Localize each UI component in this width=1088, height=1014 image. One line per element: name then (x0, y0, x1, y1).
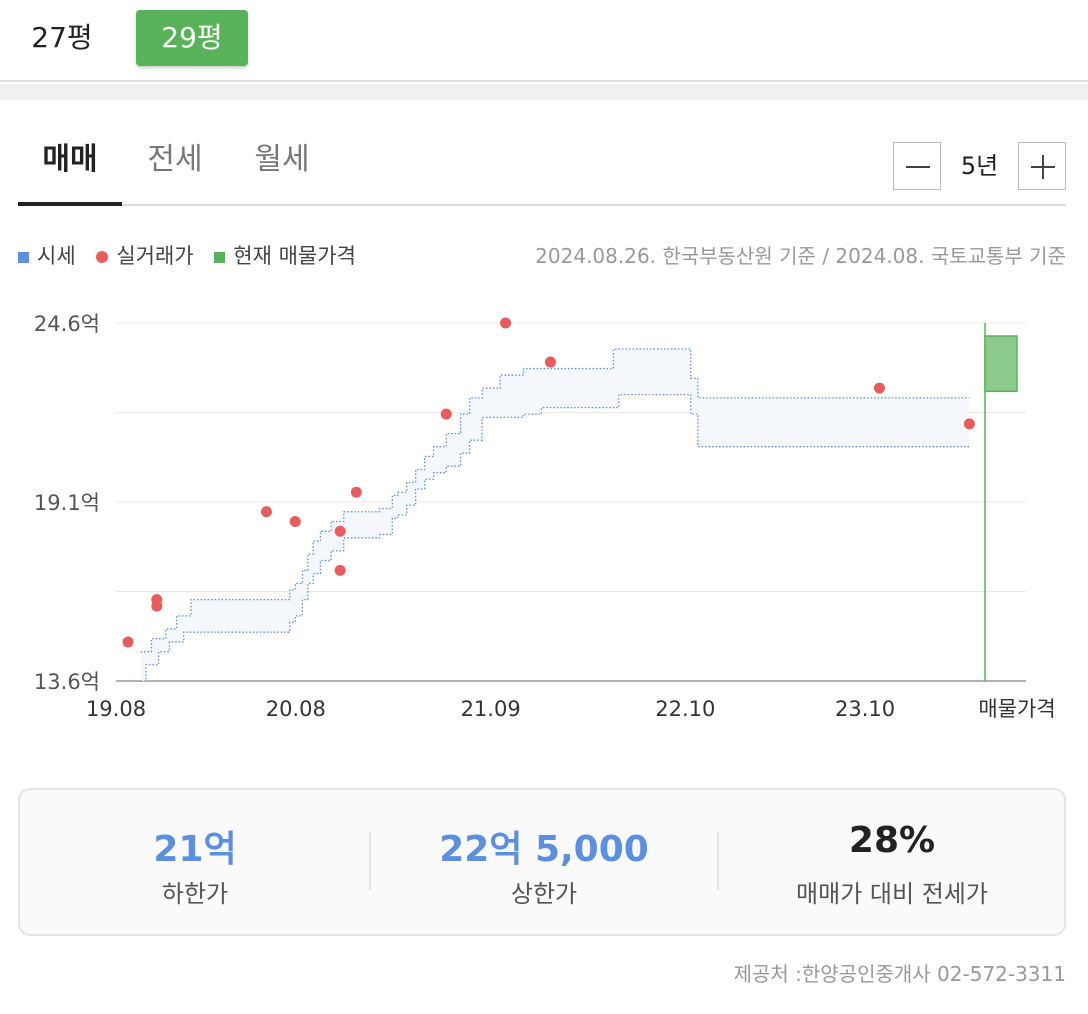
x-tick-label: 21.09 (461, 697, 521, 721)
x-tick-label: 22.10 (655, 697, 715, 721)
legend-market: 시세 (18, 240, 76, 272)
period-label: 5년 (960, 152, 999, 180)
legend-market-label: 시세 (37, 244, 76, 268)
market-lower-line (140, 393, 970, 682)
divider (369, 832, 371, 890)
listing-square-icon (214, 251, 226, 263)
actual-deal-point (260, 506, 272, 518)
actual-deal-point (334, 564, 346, 576)
legend-listing: 현재 매물가격 (214, 240, 356, 272)
actual-deal-point (122, 636, 134, 648)
actual-deal-point (440, 408, 452, 420)
high-price-value: 22억 5,000 (439, 829, 649, 870)
actual-deal-point (350, 486, 362, 498)
x-tick-label: 23.10 (835, 697, 895, 721)
y-tick-label: 19.1억 (34, 491, 100, 515)
summary-low: 21억 하한가 (20, 790, 370, 934)
summary-ratio: 28% 매매가 대비 전세가 (718, 790, 1066, 934)
market-square-icon (18, 251, 29, 263)
market-upper-line (140, 348, 970, 653)
market-band-area (140, 349, 970, 681)
legend-actual: 실거래가 (96, 240, 194, 272)
summary-high: 22억 5,000 상한가 (370, 790, 718, 934)
period-increase-button[interactable] (1018, 142, 1066, 190)
legend-actual-label: 실거래가 (116, 244, 194, 268)
low-price-value: 21억 (153, 829, 237, 870)
deal-type-tabs: 매매 전세 월세 (18, 118, 1066, 206)
tab-sale[interactable]: 매매 (18, 118, 122, 206)
high-price-label: 상한가 (510, 880, 578, 908)
jeonse-ratio-value: 28% (848, 820, 936, 861)
data-source-note: 2024.08.26. 한국부동산원 기준 / 2024.08. 국토교통부 기… (535, 244, 1066, 268)
actual-deal-point (963, 418, 975, 430)
actual-dot-icon (96, 251, 109, 263)
low-price-label: 하한가 (161, 880, 229, 908)
section-divider (0, 84, 1088, 100)
size-selector: 27평 29평 (0, 0, 1088, 82)
price-chart: 24.6억 19.1억 13.6억 19.08 20.08 21.09 22.10 23.10… (34, 312, 1056, 721)
listing-price-bar (984, 335, 1018, 393)
tab-monthly-rent[interactable]: 월세 (254, 142, 310, 177)
x-tick-label: 20.08 (266, 697, 326, 721)
y-tick-label: 13.6억 (34, 670, 100, 694)
x-tick-label: 19.08 (86, 697, 146, 721)
actual-deal-point (334, 525, 346, 537)
jeonse-ratio-label: 매매가 대비 전세가 (796, 880, 988, 908)
size-option-27[interactable]: 27평 (31, 21, 93, 54)
y-tick-label: 24.6억 (34, 312, 100, 336)
tab-jeonse[interactable]: 전세 (147, 142, 203, 177)
actual-deal-point (289, 516, 301, 528)
actual-deal-point (873, 382, 885, 394)
size-option-29[interactable]: 29평 (136, 10, 248, 66)
provider-info: 제공처 :한양공인중개사 02-572-3311 (733, 962, 1066, 986)
actual-deal-point (545, 356, 556, 368)
actual-deal-point (500, 317, 512, 329)
x-listing-label: 매물가격 (978, 697, 1055, 721)
divider (717, 832, 719, 890)
chart-legend: 시세 실거래가 현재 매물가격 (18, 240, 370, 272)
legend-listing-label: 현재 매물가격 (233, 244, 356, 268)
period-decrease-button[interactable] (893, 142, 941, 190)
actual-deal-point (151, 594, 163, 606)
price-summary: 21억 하한가 22억 5,000 상한가 28% 매매가 대비 전세가 (18, 788, 1066, 936)
